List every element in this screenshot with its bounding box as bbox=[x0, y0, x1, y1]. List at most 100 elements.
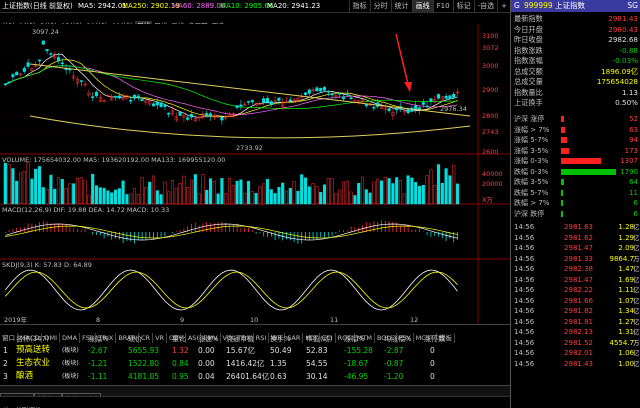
status-item[interactable]: 关联报价 bbox=[13, 406, 45, 408]
date-axis: 2019年 8 9 10 11 12 bbox=[4, 315, 418, 324]
menu-4[interactable]: F10 bbox=[432, 0, 453, 13]
table-header[interactable]: 涨停数 bbox=[424, 335, 445, 343]
tick-time: 14:56 bbox=[514, 244, 535, 252]
indicator-tab-4[interactable]: FSL bbox=[80, 333, 97, 343]
indicator-tab-11[interactable]: EMV bbox=[201, 333, 221, 343]
table-header[interactable]: 现价 bbox=[128, 335, 142, 343]
candle-body bbox=[387, 108, 391, 112]
status-item[interactable]: 关 bbox=[0, 406, 13, 408]
table-header[interactable]: 均涨幅% bbox=[384, 335, 412, 343]
moving-average-lines bbox=[5, 53, 458, 118]
table-header[interactable]: 涨幅% bbox=[344, 335, 365, 343]
tick-price: 2981.82 bbox=[564, 307, 593, 315]
quote-label: 上证换手 bbox=[514, 98, 543, 107]
table-header[interactable]: 流通市值 bbox=[226, 335, 254, 343]
indicator-tab-12[interactable]: VOL-TDX bbox=[221, 333, 254, 343]
candle-body bbox=[303, 92, 308, 96]
table-header[interactable]: 涨速% bbox=[198, 335, 219, 343]
indicator-tab-10[interactable]: ASI bbox=[186, 333, 202, 343]
candle-body bbox=[212, 115, 216, 118]
breadth-bar bbox=[561, 116, 565, 122]
indicator-tab-14[interactable]: WR bbox=[269, 333, 286, 343]
volume-bar bbox=[319, 192, 323, 205]
breadth-label: 涨幅 3-5% bbox=[514, 146, 549, 155]
indicator-tab-0[interactable]: 窗口 bbox=[0, 333, 18, 343]
tick-row: 14:56 2982.22 1.11 亿 bbox=[511, 285, 640, 295]
breadth-label: 跌幅 0-3% bbox=[514, 167, 549, 176]
chart-area[interactable]: 3097.24 2733.92 2976.34 3100 3072 3000 2900… bbox=[0, 24, 510, 324]
tick-price: 2981.66 bbox=[564, 296, 593, 305]
volume-bar bbox=[174, 187, 178, 205]
date-tick-label: 8 bbox=[96, 316, 100, 324]
chart-title: 上证指数(日线 前复权) bbox=[2, 2, 73, 10]
menu-0[interactable]: 指标 bbox=[348, 0, 370, 13]
quote-value: 2981.43 bbox=[608, 14, 638, 23]
candle-body bbox=[22, 68, 26, 72]
breadth-count: 11 bbox=[629, 188, 638, 197]
indicator-tab-17[interactable]: CCI bbox=[320, 333, 336, 343]
table-header[interactable]: 名称(347) bbox=[16, 335, 49, 343]
table-header[interactable]: 换手% bbox=[270, 335, 291, 343]
breadth-label: 涨幅 > 7% bbox=[514, 125, 550, 134]
price-tick-label: 3072 bbox=[482, 44, 499, 52]
tick-volume: 1.29 bbox=[618, 233, 634, 242]
tick-time: 14:56 bbox=[514, 349, 535, 357]
table-cell: -0.87 bbox=[384, 359, 404, 368]
indicator-tab-1[interactable]: MACD bbox=[18, 333, 43, 343]
indicator-tab-16[interactable]: KDJ bbox=[303, 333, 320, 343]
indicator-tab-21[interactable]: PSY bbox=[397, 333, 414, 343]
menu-5[interactable]: 标记 bbox=[452, 0, 474, 13]
indicator-tab-3[interactable]: DMA bbox=[60, 333, 81, 343]
date-tick-label: 10 bbox=[250, 316, 258, 324]
indicator-tab-2[interactable]: DMI bbox=[42, 333, 61, 343]
candle-body bbox=[395, 108, 399, 111]
volume-bar bbox=[144, 186, 148, 205]
indicator-tab-9[interactable]: OBV bbox=[167, 333, 186, 343]
breadth-bar bbox=[561, 189, 563, 196]
indicator-tab-13[interactable]: RSI bbox=[254, 333, 270, 343]
volume-bar bbox=[3, 162, 7, 205]
table-cell: -18.67 bbox=[344, 359, 369, 368]
table-header[interactable]: 市盈(动) bbox=[306, 335, 333, 343]
candle-body bbox=[144, 100, 148, 103]
candle-body bbox=[334, 95, 338, 98]
candle-body bbox=[121, 95, 125, 100]
indicator-tab-8[interactable]: VR bbox=[153, 333, 168, 343]
date-tick-label: 9 bbox=[180, 316, 184, 324]
indicator-tab-19[interactable]: MTM bbox=[355, 333, 375, 343]
menu-2[interactable]: 统计 bbox=[390, 0, 412, 13]
indicator-tab-22[interactable]: MCST bbox=[414, 333, 437, 343]
indicator-tab-15[interactable]: SAR bbox=[285, 333, 304, 343]
table-cell[interactable]: 预高送转 bbox=[16, 345, 51, 355]
table-cell[interactable]: 酿酒 bbox=[16, 371, 34, 381]
menu-7[interactable]: + bbox=[497, 0, 510, 13]
indicator-tab-7[interactable]: CR bbox=[139, 333, 154, 343]
quote-label: 指数量比 bbox=[514, 87, 543, 97]
table-cell[interactable]: 生态农业 bbox=[16, 358, 51, 368]
table-cell: 0.00 bbox=[198, 359, 215, 368]
volume-bar bbox=[113, 189, 118, 205]
table-header[interactable]: 涨幅% bbox=[88, 335, 109, 343]
menu-1[interactable]: 分时 bbox=[369, 0, 391, 13]
indicator-tab-23[interactable]: 模板 bbox=[437, 333, 455, 343]
indicator-tab-20[interactable]: BOLL bbox=[375, 333, 397, 343]
volume-bar bbox=[125, 194, 129, 205]
breadth-label: 跌幅 > 7% bbox=[514, 199, 550, 207]
indicator-tab-5[interactable]: TRIX bbox=[96, 333, 117, 343]
candle-body bbox=[292, 99, 296, 102]
table-cell: (板块) bbox=[62, 373, 79, 380]
table-header[interactable]: 量比 bbox=[172, 335, 186, 343]
table-cell: 0 bbox=[430, 359, 435, 368]
candle-body bbox=[151, 103, 156, 107]
menu-6[interactable]: -自选 bbox=[473, 0, 498, 13]
volume-bar bbox=[311, 183, 315, 205]
breadth-row: 沪深 涨停 52 bbox=[511, 114, 640, 124]
indicator-tab-6[interactable]: BRAR bbox=[116, 333, 139, 343]
indicator-tab-18[interactable]: ROC bbox=[336, 333, 355, 343]
quote-row: 今日开盘 2980.43 bbox=[511, 25, 640, 35]
menu-3[interactable]: 画线 bbox=[411, 0, 433, 13]
tick-time: 14:56 bbox=[514, 296, 535, 305]
volume-bar bbox=[121, 180, 125, 205]
tick-row: 14:56 2981.52 4554.7 万 bbox=[511, 338, 640, 348]
